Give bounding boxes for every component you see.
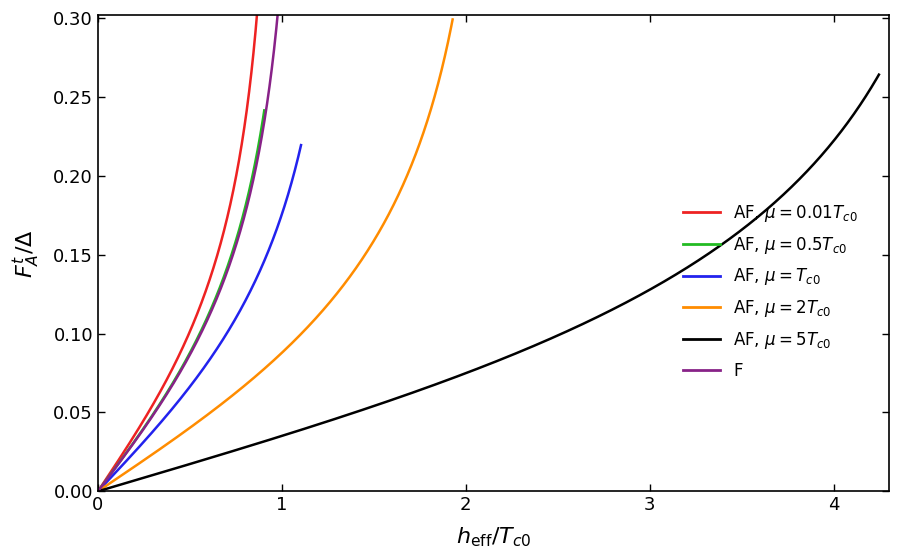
Legend: AF, $\mu = 0.01T_{c0}$, AF, $\mu = 0.5T_{c0}$, AF, $\mu = T_{c0}$, AF, $\mu = 2T: AF, $\mu = 0.01T_{c0}$, AF, $\mu = 0.5T_…	[677, 196, 865, 386]
X-axis label: $h_{\mathrm{eff}}/T_{c0}$: $h_{\mathrm{eff}}/T_{c0}$	[455, 525, 531, 549]
Y-axis label: $F_A^t/\Delta$: $F_A^t/\Delta$	[11, 229, 42, 278]
